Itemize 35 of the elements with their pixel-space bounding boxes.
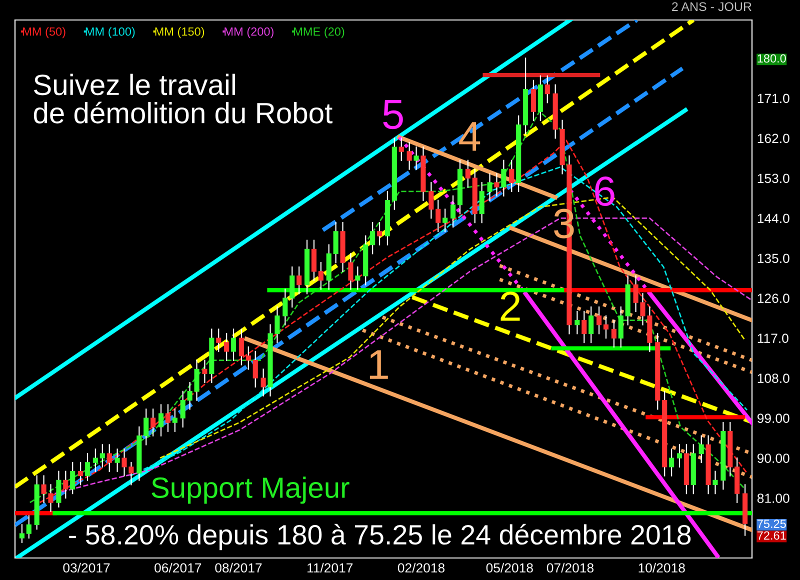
- y-tick-label: 117.0: [758, 334, 788, 343]
- y-tick-label: 153.0: [758, 174, 790, 184]
- y-tick-label: 99.00: [757, 414, 790, 423]
- annotation: 2: [500, 292, 520, 321]
- legend-label: MM (200): [224, 27, 274, 38]
- x-tick-label: 02/2018: [398, 562, 445, 573]
- x-tick-label: 11/2017: [308, 562, 353, 573]
- y-tick-label: 72.61: [757, 531, 786, 540]
- x-tick-label: 06/2017: [154, 562, 202, 573]
- annotation: 1: [370, 350, 388, 379]
- chart-subtitle: 2 ANS - JOUR: [672, 2, 752, 12]
- annotation: 4: [459, 122, 480, 151]
- x-tick-label: 03/2017: [63, 562, 110, 573]
- y-tick-label: 108.0: [758, 374, 790, 383]
- y-tick-label: 75.25: [757, 520, 786, 528]
- annotation: Suivez le travail de démolition du Robot: [34, 74, 332, 124]
- x-tick-label: 05/2018: [486, 562, 533, 573]
- y-tick-label: 180.0: [758, 54, 786, 63]
- y-tick-label: 126.0: [758, 294, 790, 304]
- annotation: Support Majeur: [152, 476, 350, 504]
- legend-label: MM (100): [86, 27, 135, 38]
- legend-label: MM (50): [23, 27, 66, 38]
- y-tick-label: 171.0: [758, 94, 790, 104]
- y-tick-label: 144.0: [758, 214, 790, 224]
- y-tick-label: 162.0: [758, 134, 790, 144]
- y-tick-label: 81.00: [757, 494, 790, 503]
- y-tick-label: 135.0: [758, 254, 790, 264]
- x-tick-label: 07/2018: [546, 562, 594, 573]
- legend-label: MME (20): [294, 27, 344, 38]
- annotation: - 58.20% depuis 180 à 75.25 le 24 décembre 2018: [69, 524, 691, 550]
- x-tick-label: 10/2018: [638, 562, 685, 573]
- annotation: 5: [383, 100, 403, 130]
- y-tick-label: 90.00: [757, 454, 790, 463]
- legend-label: MM (150): [155, 27, 204, 38]
- x-tick-label: 08/2017: [215, 562, 262, 573]
